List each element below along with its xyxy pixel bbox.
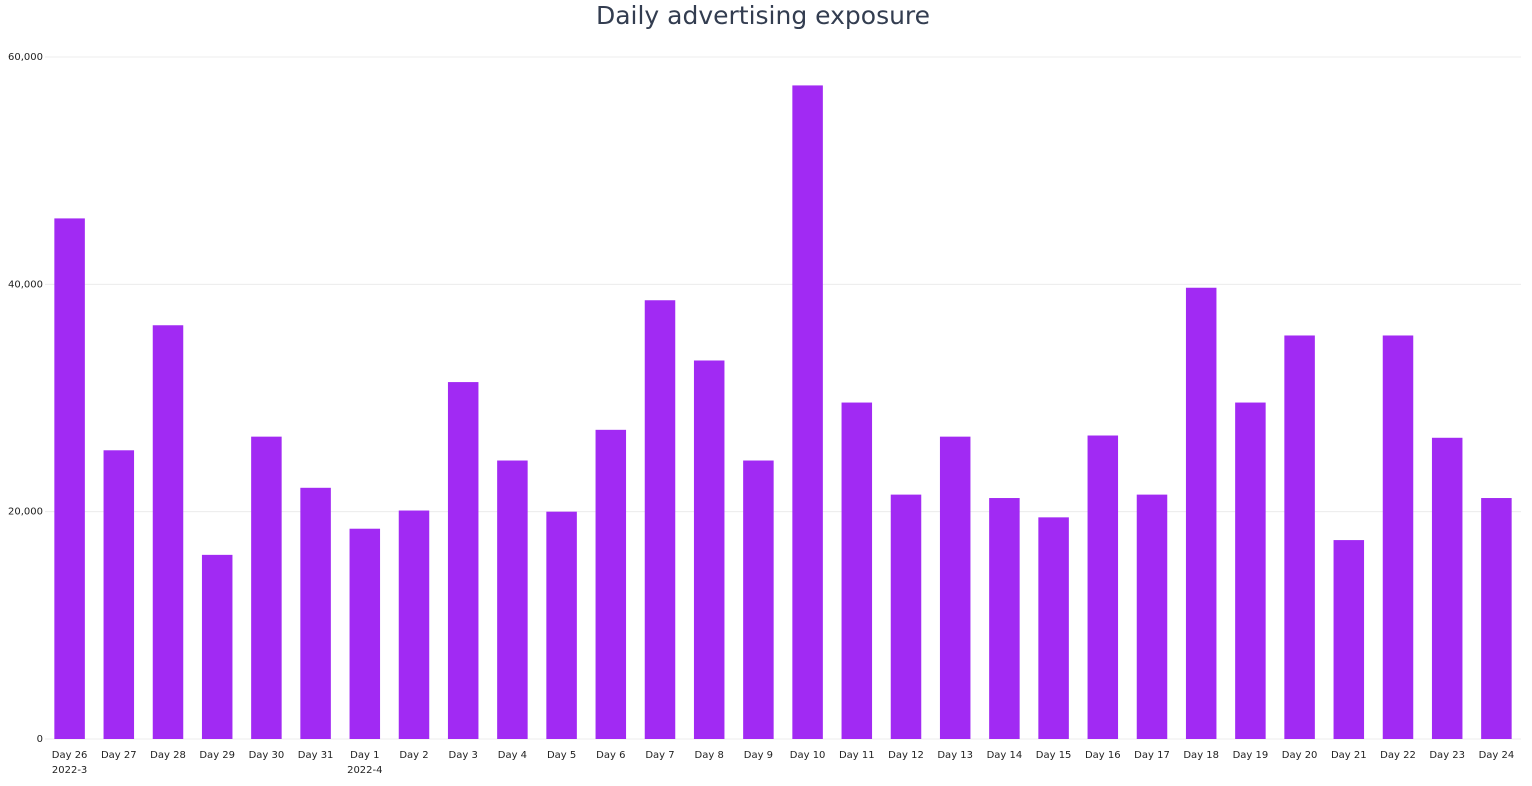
bar	[644, 300, 676, 739]
bar	[1333, 540, 1365, 739]
bar	[1235, 402, 1266, 739]
bar	[251, 436, 282, 739]
x-tick-label: Day 7	[645, 750, 674, 761]
y-tick-label: 0	[37, 734, 43, 745]
bar	[1185, 287, 1217, 739]
x-tick-label: Day 26	[52, 750, 88, 761]
y-tick-label: 20,000	[8, 507, 43, 518]
y-tick-label: 40,000	[8, 279, 43, 290]
x-tick-label: Day 13	[937, 750, 973, 761]
bar	[546, 511, 577, 739]
x-tick-label: Day 9	[744, 750, 773, 761]
x-tick-label: Day 15	[1036, 750, 1072, 761]
chart-title: Daily advertising exposure	[596, 1, 930, 30]
x-tick-label: Day 6	[596, 750, 625, 761]
bar	[201, 554, 233, 739]
x-tick-label: Day 3	[449, 750, 478, 761]
bar	[890, 494, 922, 739]
bar	[939, 436, 971, 739]
bar	[595, 429, 627, 739]
x-tick-label: Day 10	[790, 750, 826, 761]
bar	[792, 85, 823, 739]
x-tick-label: Day 1	[350, 750, 379, 761]
x-tick-label: Day 22	[1380, 750, 1416, 761]
x-tick-label: Day 19	[1233, 750, 1269, 761]
x-tick-label: Day 16	[1085, 750, 1121, 761]
x-tick-label: Day 14	[987, 750, 1023, 761]
x-tick-label: Day 23	[1429, 750, 1465, 761]
x-tick-label: Day 21	[1331, 750, 1367, 761]
bar	[1382, 335, 1414, 739]
bar	[398, 510, 430, 739]
bar	[1087, 435, 1119, 739]
x-tick-label: Day 20	[1282, 750, 1318, 761]
x-tick-label: Day 28	[150, 750, 186, 761]
bar	[693, 360, 725, 739]
bar	[841, 402, 873, 739]
x-tick-label: Day 31	[298, 750, 334, 761]
bar	[1431, 437, 1463, 739]
x-tick-label: Day 2	[399, 750, 428, 761]
x-tick-label: Day 29	[199, 750, 235, 761]
x-tick-label: Day 11	[839, 750, 875, 761]
x-tick-label: Day 5	[547, 750, 576, 761]
bar	[349, 528, 381, 739]
bar	[54, 218, 85, 739]
bar	[447, 382, 479, 739]
bar	[1038, 517, 1069, 739]
x-tick-label: Day 12	[888, 750, 924, 761]
x-tick-label: Day 18	[1183, 750, 1219, 761]
bar	[497, 460, 528, 739]
bar	[103, 450, 135, 739]
x-tick-label: Day 24	[1479, 750, 1515, 761]
x-period-label: 2022-4	[347, 765, 382, 776]
x-period-label: 2022-3	[52, 765, 87, 776]
bar	[743, 460, 774, 739]
x-tick-label: Day 17	[1134, 750, 1170, 761]
bar	[989, 498, 1020, 739]
bar	[152, 325, 184, 739]
x-tick-label: Day 27	[101, 750, 137, 761]
x-tick-label: Day 4	[498, 750, 527, 761]
x-tick-label: Day 30	[249, 750, 285, 761]
bar	[300, 487, 331, 739]
y-tick-label: 60,000	[8, 52, 43, 63]
bar	[1284, 335, 1315, 739]
x-tick-label: Day 8	[695, 750, 724, 761]
bar	[1481, 498, 1512, 739]
bar	[1136, 494, 1168, 739]
